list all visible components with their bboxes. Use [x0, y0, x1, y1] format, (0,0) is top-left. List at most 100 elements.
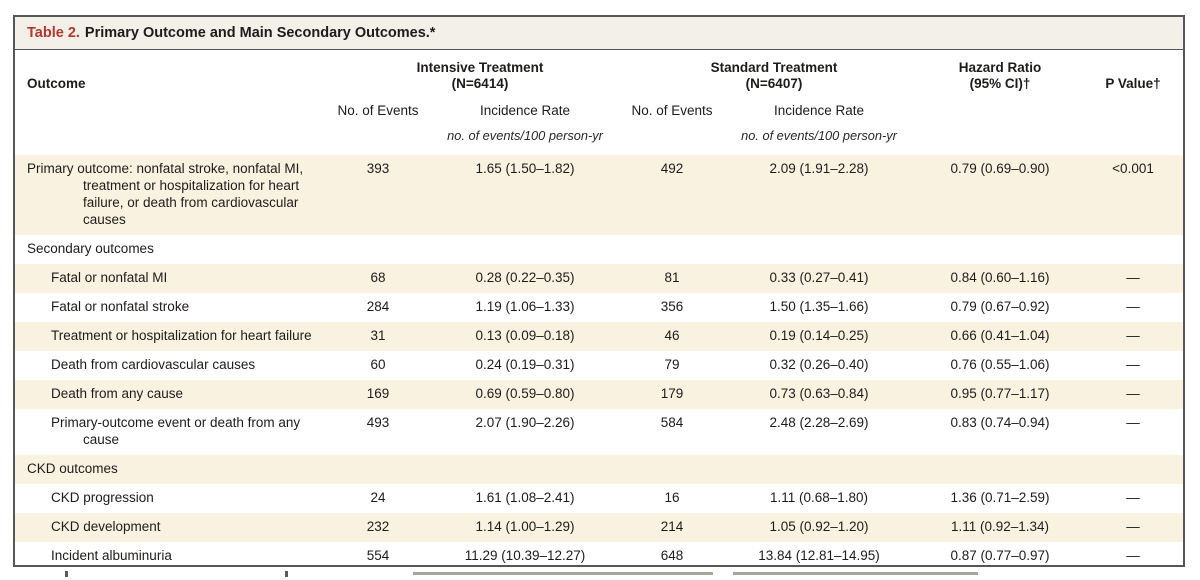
rate-intensive-cell: 11.29 (10.39–12.27)	[464, 548, 586, 563]
hazard-ratio-cell: 1.11 (0.92–1.34)	[950, 519, 1050, 534]
p-value-cell: —	[1126, 328, 1140, 343]
rate-standard-cell: 0.19 (0.14–0.25)	[769, 328, 869, 343]
events-standard-cell: 16	[664, 490, 680, 505]
rate-standard-cell: 0.33 (0.27–0.41)	[769, 270, 869, 285]
section-label: Secondary outcomes	[27, 241, 154, 256]
p-value-cell: —	[1126, 357, 1140, 372]
p-value-cell: —	[1126, 299, 1140, 314]
rate-standard-cell: 1.05 (0.92–1.20)	[769, 519, 869, 534]
outcome-cell: Primary-outcome event or death from any …	[51, 415, 301, 447]
rate-standard-cell: 0.73 (0.63–0.84)	[769, 386, 869, 401]
table-title-bar: Table 2. Primary Outcome and Main Second…	[15, 17, 1183, 50]
hazard-ratio-cell: 0.76 (0.55–1.06)	[950, 357, 1050, 372]
rate-standard-cell: 2.48 (2.28–2.69)	[769, 415, 869, 430]
units-label-intensive: no. of events/100 person-yr	[447, 128, 603, 143]
rate-intensive-cell: 2.07 (1.90–2.26)	[475, 415, 575, 430]
rate-intensive-cell: 1.14 (1.00–1.29)	[475, 519, 575, 534]
events-standard-cell: 214	[660, 519, 684, 534]
section-row-ckd-outcomes: CKD outcomes	[15, 455, 1183, 484]
rate-standard-cell: 1.11 (0.68–1.80)	[769, 490, 869, 505]
outcome-cell: CKD progression	[51, 490, 154, 505]
events-standard-cell: 179	[660, 386, 684, 401]
events-intensive-cell: 232	[366, 519, 390, 534]
table-row-incident-albuminuria: Incident albuminuria 554 11.29 (10.39–12…	[15, 542, 1183, 565]
events-standard-cell: 648	[660, 548, 684, 563]
table-row-death-from-cv-causes: Death from cardiovascular causes 60 0.24…	[15, 351, 1183, 380]
rate-intensive-cell: 0.69 (0.59–0.80)	[475, 386, 575, 401]
section-row-secondary-outcomes: Secondary outcomes	[15, 235, 1183, 264]
rate-intensive-cell: 1.61 (1.08–2.41)	[475, 490, 575, 505]
rate-standard-cell: 0.32 (0.26–0.40)	[769, 357, 869, 372]
events-intensive-cell: 60	[370, 357, 386, 372]
rate-intensive-cell: 1.19 (1.06–1.33)	[475, 299, 575, 314]
events-standard-cell: 584	[660, 415, 684, 430]
hazard-ratio-cell: 0.95 (0.77–1.17)	[950, 386, 1050, 401]
table-row-primary-outcome: Primary outcome: nonfatal stroke, nonfat…	[15, 155, 1183, 235]
table-body: Primary outcome: nonfatal stroke, nonfat…	[15, 155, 1183, 565]
events-standard-cell: 492	[660, 161, 684, 176]
events-subheader-standard: No. of Events	[631, 103, 713, 118]
hazard-ratio-column-header: Hazard Ratio (95% CI)†	[958, 60, 1042, 91]
outcomes-table: Outcome Intensive Treatment (N=6414) Sta…	[15, 50, 1183, 565]
header-subcolumn-row: No. of Events Incidence Rate No. of Even…	[15, 94, 1183, 122]
table-row-treatment-or-hospitalization-hf: Treatment or hospitalization for heart f…	[15, 322, 1183, 351]
events-intensive-cell: 493	[366, 415, 390, 430]
events-intensive-cell: 554	[366, 548, 390, 563]
outcome-cell: Primary outcome: nonfatal stroke, nonfat…	[27, 161, 304, 227]
events-intensive-cell: 31	[370, 328, 386, 343]
hazard-ratio-cell: 0.79 (0.69–0.90)	[950, 161, 1050, 176]
units-label-standard: no. of events/100 person-yr	[741, 128, 897, 143]
rate-intensive-cell: 1.65 (1.50–1.82)	[475, 161, 575, 176]
hazard-ratio-cell: 0.79 (0.67–0.92)	[950, 299, 1050, 314]
events-intensive-cell: 68	[370, 270, 386, 285]
events-standard-cell: 81	[664, 270, 680, 285]
table-row-ckd-development: CKD development 232 1.14 (1.00–1.29) 214…	[15, 513, 1183, 542]
footnote-cutoff	[13, 571, 1185, 580]
hazard-ratio-cell: 0.84 (0.60–1.16)	[950, 270, 1050, 285]
outcome-cell: Fatal or nonfatal MI	[51, 270, 168, 285]
p-value-cell: —	[1126, 270, 1140, 285]
journal-table: Table 2. Primary Outcome and Main Second…	[13, 15, 1185, 567]
p-value-cell: —	[1126, 415, 1140, 430]
table-row-fatal-or-nonfatal-mi: Fatal or nonfatal MI 68 0.28 (0.22–0.35)…	[15, 264, 1183, 293]
outcome-cell: Incident albuminuria	[51, 548, 172, 563]
section-label: CKD outcomes	[27, 461, 118, 476]
p-value-cell: —	[1126, 386, 1140, 401]
rate-standard-cell: 2.09 (1.91–2.28)	[769, 161, 869, 176]
events-standard-cell: 79	[664, 357, 680, 372]
intensive-treatment-group-header: Intensive Treatment (N=6414)	[416, 60, 544, 91]
rate-intensive-cell: 0.13 (0.09–0.18)	[475, 328, 575, 343]
outcome-cell: Death from cardiovascular causes	[51, 357, 256, 372]
outcome-cell: Fatal or nonfatal stroke	[51, 299, 190, 314]
table-number-label: Table 2.	[27, 25, 80, 41]
header-units-row: no. of events/100 person-yr no. of event…	[15, 122, 1183, 155]
p-value-cell: —	[1126, 490, 1140, 505]
outcome-cell: Death from any cause	[51, 386, 184, 401]
events-standard-cell: 46	[664, 328, 680, 343]
hazard-ratio-cell: 0.66 (0.41–1.04)	[950, 328, 1050, 343]
p-value-cell: —	[1126, 519, 1140, 534]
p-value-cell: —	[1126, 548, 1140, 563]
table-row-ckd-progression: CKD progression 24 1.61 (1.08–2.41) 16 1…	[15, 484, 1183, 513]
events-intensive-cell: 169	[366, 386, 390, 401]
table-row-death-from-any-cause: Death from any cause 169 0.69 (0.59–0.80…	[15, 380, 1183, 409]
outcome-cell: Treatment or hospitalization for heart f…	[51, 328, 312, 343]
hazard-ratio-cell: 0.87 (0.77–0.97)	[950, 548, 1050, 563]
p-value-cell: <0.001	[1112, 161, 1154, 176]
rate-standard-cell: 1.50 (1.35–1.66)	[769, 299, 869, 314]
outcome-cell: CKD development	[51, 519, 161, 534]
hazard-ratio-cell: 0.83 (0.74–0.94)	[950, 415, 1050, 430]
table-header: Outcome Intensive Treatment (N=6414) Sta…	[15, 50, 1183, 155]
table-row-primary-outcome-or-death: Primary-outcome event or death from any …	[15, 409, 1183, 455]
standard-treatment-group-header: Standard Treatment (N=6407)	[710, 60, 838, 91]
events-subheader-intensive: No. of Events	[337, 103, 419, 118]
rate-standard-cell: 13.84 (12.81–14.95)	[758, 548, 880, 563]
rate-subheader-standard: Incidence Rate	[773, 103, 865, 118]
rate-subheader-intensive: Incidence Rate	[479, 103, 571, 118]
events-intensive-cell: 284	[366, 299, 390, 314]
outcome-column-header: Outcome	[27, 76, 86, 91]
rate-intensive-cell: 0.24 (0.19–0.31)	[475, 357, 575, 372]
table-row-fatal-or-nonfatal-stroke: Fatal or nonfatal stroke 284 1.19 (1.06–…	[15, 293, 1183, 322]
p-value-column-header: P Value†	[1105, 76, 1161, 91]
header-group-row: Outcome Intensive Treatment (N=6414) Sta…	[15, 50, 1183, 94]
